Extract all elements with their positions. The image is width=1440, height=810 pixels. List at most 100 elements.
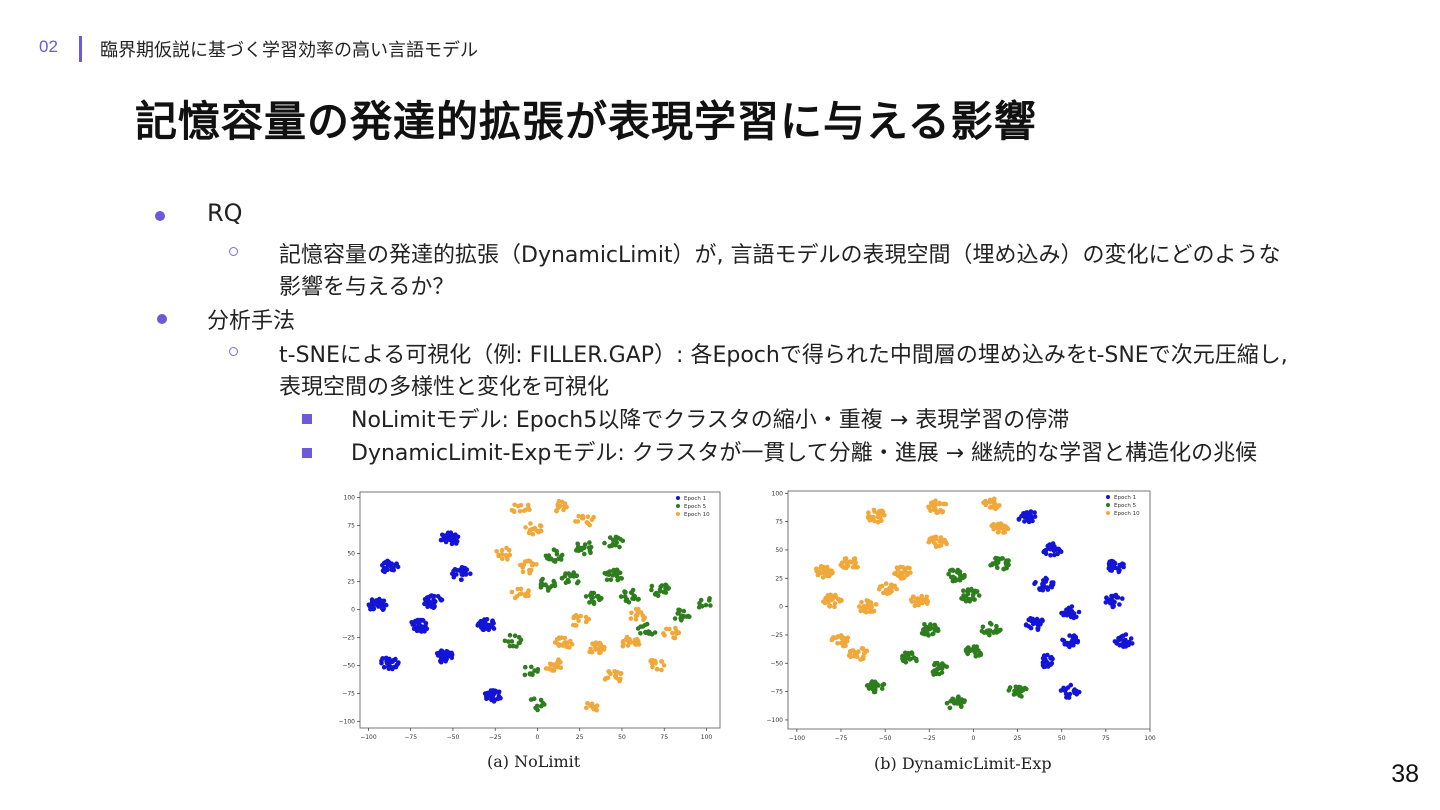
scatter-point	[500, 556, 505, 561]
scatter-point	[989, 622, 994, 627]
scatter-point	[633, 613, 639, 618]
scatter-point	[875, 519, 881, 525]
scatter-point	[661, 589, 667, 595]
scatter-point	[1049, 660, 1055, 666]
scatter-cluster	[538, 576, 558, 593]
scatter-point	[1017, 693, 1022, 698]
scatter-point	[862, 608, 868, 613]
scatter-point	[459, 572, 465, 577]
scatter-point	[1042, 664, 1048, 669]
scatter-point	[866, 514, 871, 519]
scatter-point	[620, 643, 626, 649]
scatter-point	[546, 666, 551, 671]
scatter-point	[997, 522, 1002, 527]
scatter-point	[843, 558, 848, 564]
scatter-point	[562, 635, 568, 641]
scatter-point	[606, 572, 612, 577]
scatter-point	[630, 587, 636, 593]
scatter-cluster	[450, 565, 473, 583]
scatter-point	[475, 623, 480, 628]
scatter-point	[670, 630, 675, 636]
scatter-point	[932, 622, 937, 628]
scatter-point	[573, 612, 579, 618]
scatter-cluster	[1060, 633, 1081, 650]
scatter-point	[573, 623, 579, 628]
scatter-cluster	[438, 530, 461, 547]
scatter-point	[852, 649, 857, 655]
scatter-point	[927, 505, 932, 511]
bullet-circle-icon	[229, 347, 238, 356]
scatter-point	[617, 544, 622, 550]
scatter-point	[556, 635, 562, 640]
scatter-point	[381, 598, 387, 604]
scatter-point	[1123, 637, 1128, 643]
scatter-point	[561, 507, 566, 513]
scatter-point	[636, 642, 642, 647]
scatter-cluster	[959, 586, 982, 604]
scatter-point	[649, 657, 654, 663]
scatter-point	[832, 601, 838, 606]
scatter-point	[529, 664, 534, 670]
scatter-cluster	[380, 558, 401, 575]
scatter-cluster	[981, 496, 1002, 512]
scatter-point	[960, 575, 966, 580]
scatter-point	[448, 651, 453, 657]
scatter-point	[1067, 691, 1073, 697]
scatter-point	[559, 576, 565, 581]
scatter-point	[943, 501, 949, 507]
scatter-point	[920, 597, 926, 603]
scatter-point	[538, 585, 544, 590]
scatter-point	[1126, 639, 1132, 645]
scatter-point	[380, 562, 385, 568]
scatter-point	[815, 572, 821, 578]
scatter-point	[568, 638, 573, 644]
scatter-point	[894, 586, 899, 592]
scatter-point	[1064, 640, 1070, 646]
scatter-point	[1116, 569, 1122, 575]
y-tick-label: 25	[775, 575, 783, 582]
scatter-point	[661, 663, 667, 668]
scatter-cluster	[434, 648, 455, 665]
scatter-point	[930, 631, 935, 637]
scatter-point	[552, 664, 557, 670]
scatter-point	[1120, 596, 1125, 601]
scatter-point	[663, 582, 668, 588]
y-tick-label: −75	[770, 689, 783, 696]
legend-marker	[1106, 495, 1110, 499]
scatter-cluster	[523, 521, 544, 537]
legend-marker	[676, 504, 680, 508]
scatter-point	[659, 667, 664, 673]
scatter-point	[871, 608, 877, 614]
scatter-point	[951, 574, 956, 580]
scatter-point	[959, 704, 964, 710]
scatter-point	[706, 598, 712, 603]
scatter-point	[457, 567, 463, 573]
scatter-point	[880, 682, 886, 688]
scatter-point	[994, 626, 999, 632]
scatter-point	[821, 566, 827, 571]
scatter-point	[523, 664, 528, 670]
scatter-point	[484, 617, 490, 622]
scatter-point	[618, 594, 624, 599]
scatter-point	[576, 513, 581, 519]
scatter-point	[671, 635, 676, 640]
scatter-point	[650, 664, 655, 670]
scatter-point	[879, 510, 885, 516]
scatter-point	[824, 571, 830, 576]
scatter-point	[504, 554, 510, 560]
scatter-cluster	[892, 564, 913, 581]
x-tick-label: −75	[835, 735, 848, 742]
scatter-point	[943, 539, 948, 545]
scatter-cluster	[988, 555, 1011, 572]
scatter-point	[900, 658, 906, 664]
scatter-cluster	[1006, 684, 1029, 699]
scatter-point	[486, 622, 491, 628]
scatter-point	[417, 628, 422, 633]
scatter-point	[839, 598, 844, 603]
scatter-cluster	[838, 556, 860, 571]
scatter-point	[1023, 622, 1029, 627]
scatter-point	[1001, 566, 1006, 572]
scatter-point	[994, 556, 1000, 561]
scatter-point	[1111, 604, 1116, 609]
scatter-point	[957, 698, 963, 703]
